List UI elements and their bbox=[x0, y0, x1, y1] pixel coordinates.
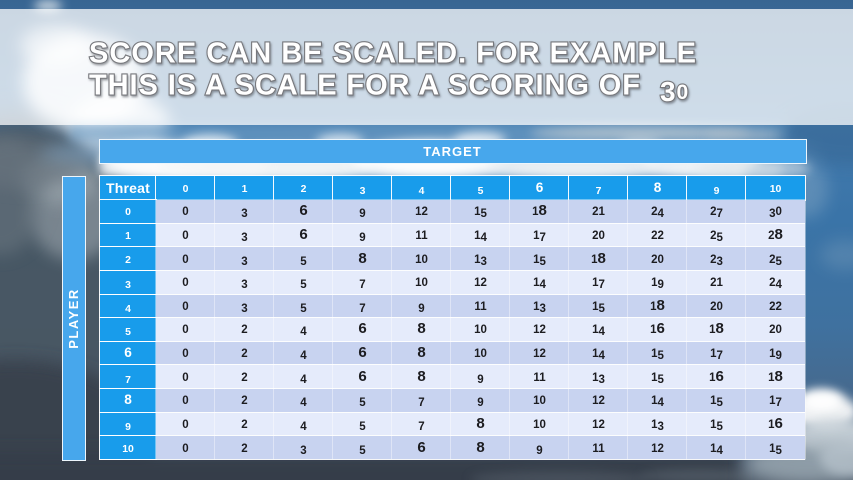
svg-text:THIS IS A SCALE FOR A SCORING: THIS IS A SCALE FOR A SCORING OF bbox=[89, 70, 640, 102]
svg-text:0: 0 bbox=[677, 81, 689, 104]
svg-text:SCORE CAN BE SCALED. FOR EXAMP: SCORE CAN BE SCALED. FOR EXAMPLE bbox=[89, 38, 696, 70]
svg-text:3: 3 bbox=[660, 76, 676, 107]
